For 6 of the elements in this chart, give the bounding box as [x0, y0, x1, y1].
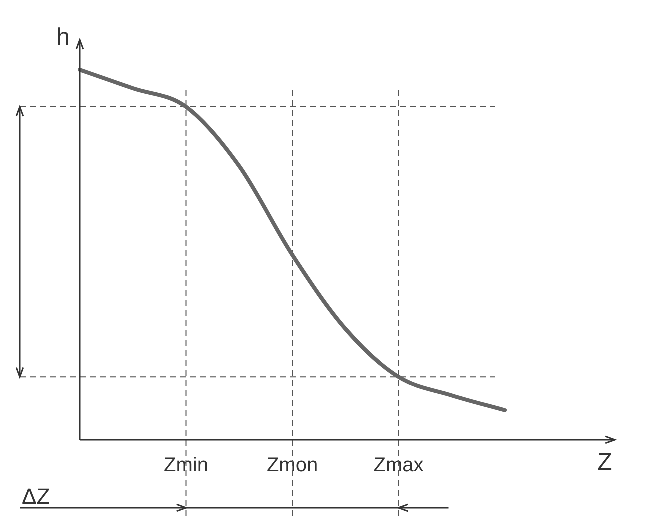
x-tick-label: Zmax: [374, 454, 424, 477]
x-tick-label: Zmin: [164, 454, 208, 477]
text: ΔZ: [22, 484, 50, 509]
y-axis-title: h: [56, 24, 70, 51]
x-tick-label: Zmon: [266, 454, 318, 477]
x-axis-title: Z: [598, 449, 612, 476]
